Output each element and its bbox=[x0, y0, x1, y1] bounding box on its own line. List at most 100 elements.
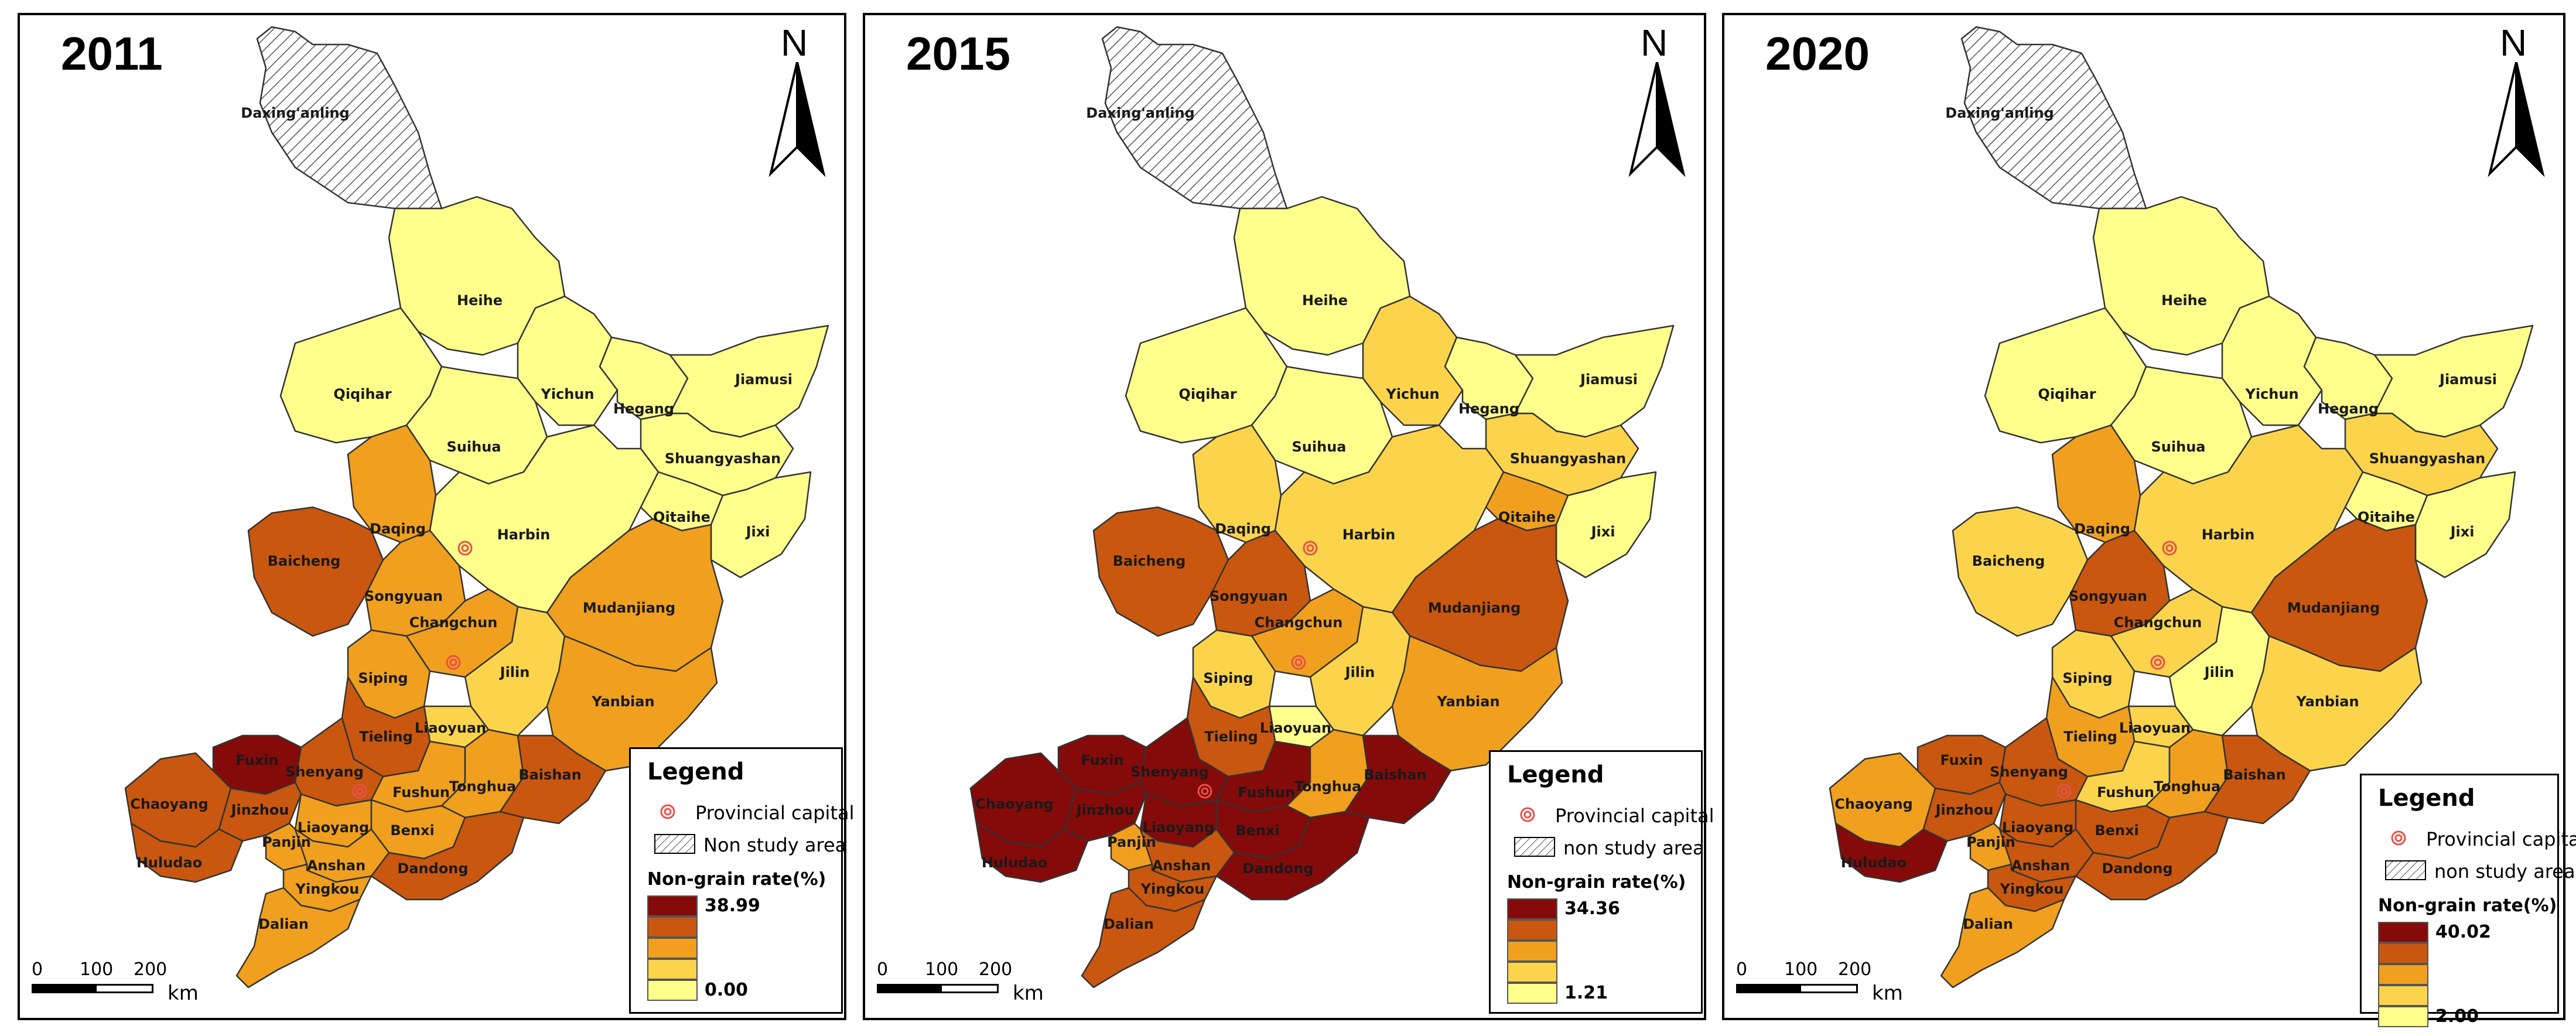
scale-tick-200: 200 bbox=[979, 959, 1013, 980]
region-label-daxinganling: Daxing'anling bbox=[1086, 105, 1194, 121]
region-label-tonghua: Tonghua bbox=[2154, 778, 2220, 795]
legend-rate-title: Non-grain rate(%) bbox=[2378, 895, 2557, 916]
region-label-benxi: Benxi bbox=[390, 822, 434, 839]
region-label-panjin: Panjin bbox=[262, 834, 311, 850]
region-label-baishan: Baishan bbox=[518, 767, 581, 783]
region-label-songyuan: Songyuan bbox=[1210, 588, 1288, 604]
region-label-jilin: Jilin bbox=[2203, 664, 2235, 681]
region-label-tieling: Tieling bbox=[359, 729, 413, 745]
legend-min-value: 0.00 bbox=[705, 980, 749, 1000]
scale-segment-2 bbox=[1799, 984, 1858, 993]
region-label-anshan: Anshan bbox=[307, 857, 365, 874]
legend-non-study-label: Non study area bbox=[703, 834, 847, 856]
region-label-hegang: Hegang bbox=[1458, 401, 1519, 417]
legend-swatch-4 bbox=[1507, 919, 1557, 941]
region-label-heihe: Heihe bbox=[1302, 292, 1348, 309]
hatch-pattern-icon bbox=[2385, 860, 2426, 880]
region-label-suihua: Suihua bbox=[447, 439, 501, 455]
legend-swatch-5 bbox=[1507, 898, 1557, 919]
region-suihua bbox=[2110, 365, 2253, 485]
capital-symbol-icon bbox=[352, 784, 367, 799]
region-dalian bbox=[1081, 887, 1206, 989]
region-label-shenyang: Shenyang bbox=[285, 764, 364, 780]
map-year: 2015 bbox=[906, 28, 1010, 80]
scale-segment-1 bbox=[877, 984, 941, 993]
region-label-qiqihar: Qiqihar bbox=[1178, 386, 1236, 402]
region-label-baishan: Baishan bbox=[1364, 767, 1426, 783]
region-label-fuxin: Fuxin bbox=[235, 752, 278, 768]
capital-symbol-icon bbox=[2391, 830, 2406, 846]
region-label-daqing: Daqing bbox=[2074, 521, 2130, 537]
scale-tick-0: 0 bbox=[877, 959, 889, 980]
region-label-suihua: Suihua bbox=[2151, 439, 2206, 455]
region-label-songyuan: Songyuan bbox=[364, 588, 443, 604]
scale-tick-200: 200 bbox=[1838, 959, 1872, 980]
region-label-yingkou: Yingkou bbox=[295, 881, 360, 897]
region-label-siping: Siping bbox=[1203, 670, 1253, 686]
map-legend: Legend Provincial capital non study area… bbox=[1489, 750, 1714, 1014]
legend-max-value: 38.99 bbox=[705, 895, 760, 916]
region-label-fushun: Fushun bbox=[392, 784, 450, 801]
region-label-yanbian: Yanbian bbox=[591, 693, 654, 710]
map-year: 2020 bbox=[1765, 28, 1870, 80]
legend-swatch-5 bbox=[2378, 922, 2428, 943]
region-baishan bbox=[499, 734, 607, 825]
region-dalian bbox=[235, 887, 361, 989]
region-label-chaoyang: Chaoyang bbox=[130, 796, 209, 812]
map-panel-2020: Daxing'anling Heihe Qiqihar Yichun Hegang Jia… bbox=[1722, 13, 2576, 1027]
legend-non-study-label: non study area bbox=[2434, 860, 2575, 883]
region-label-tieling: Tieling bbox=[2063, 729, 2117, 745]
region-baicheng bbox=[1092, 506, 1229, 637]
north-arrow: N bbox=[768, 21, 826, 177]
north-arrow-icon bbox=[2488, 62, 2545, 177]
legend-swatch-2 bbox=[647, 959, 698, 980]
region-label-siping: Siping bbox=[358, 670, 408, 686]
scale-tick-100: 100 bbox=[1784, 959, 1818, 980]
legend-swatch-1 bbox=[647, 980, 698, 1001]
region-label-daxinganling: Daxing'anling bbox=[1945, 105, 2054, 121]
map-legend: Legend Provincial capital Non study area… bbox=[629, 747, 854, 1014]
region-label-baicheng: Baicheng bbox=[1113, 553, 1186, 569]
scale-segment-1 bbox=[1736, 984, 1801, 993]
north-arrow-icon bbox=[1628, 62, 1686, 177]
region-label-panjin: Panjin bbox=[1107, 834, 1156, 850]
region-baicheng bbox=[247, 506, 384, 637]
legend-max-value: 40.02 bbox=[2435, 922, 2491, 942]
region-label-shuangyashan: Shuangyashan bbox=[1510, 450, 1626, 467]
region-label-baicheng: Baicheng bbox=[268, 553, 341, 569]
scale-segment-1 bbox=[32, 984, 96, 993]
region-label-jixi: Jixi bbox=[745, 524, 770, 540]
region-label-shenyang: Shenyang bbox=[1990, 764, 2068, 780]
capital-symbol-icon bbox=[1291, 655, 1306, 670]
hatch-pattern-icon bbox=[654, 834, 695, 854]
region-label-tonghua: Tonghua bbox=[449, 778, 516, 795]
region-label-shenyang: Shenyang bbox=[1130, 764, 1209, 780]
region-baishan bbox=[1344, 734, 1452, 825]
scale-unit: km bbox=[1872, 982, 1903, 1005]
legend-non-study-label: non study area bbox=[1563, 837, 1704, 859]
region-daxinganling bbox=[1101, 26, 1288, 210]
region-dandong bbox=[370, 811, 525, 901]
north-arrow: N bbox=[1628, 21, 1686, 177]
map-canvas: Daxing'anling Heihe Qiqihar Yichun Hegang Jia… bbox=[124, 26, 829, 989]
region-daxinganling bbox=[1960, 26, 2147, 210]
region-label-jinzhou: Jinzhou bbox=[1075, 802, 1135, 818]
region-label-anshan: Anshan bbox=[1152, 857, 1211, 874]
region-label-heihe: Heihe bbox=[2161, 292, 2207, 309]
region-label-jixi: Jixi bbox=[1590, 524, 1615, 540]
region-baicheng bbox=[1952, 506, 2089, 637]
region-label-hegang: Hegang bbox=[2318, 401, 2379, 417]
map-canvas: Daxing'anling Heihe Qiqihar Yichun Hegang Jia… bbox=[969, 26, 1675, 989]
scale-tick-0: 0 bbox=[1736, 959, 1748, 980]
hatch-pattern-icon bbox=[1514, 837, 1555, 857]
region-label-liaoyang: Liaoyang bbox=[298, 819, 369, 836]
legend-swatch-4 bbox=[647, 917, 698, 938]
region-huludao bbox=[130, 822, 244, 883]
region-daxinganling bbox=[256, 26, 443, 210]
region-label-fushun: Fushun bbox=[2097, 784, 2154, 801]
region-baishan bbox=[2203, 734, 2311, 825]
region-label-dandong: Dandong bbox=[1242, 860, 1313, 877]
legend-capital-label: Provincial capital bbox=[2426, 828, 2576, 850]
capital-symbol-icon bbox=[446, 655, 461, 670]
region-label-baicheng: Baicheng bbox=[1972, 553, 2045, 569]
